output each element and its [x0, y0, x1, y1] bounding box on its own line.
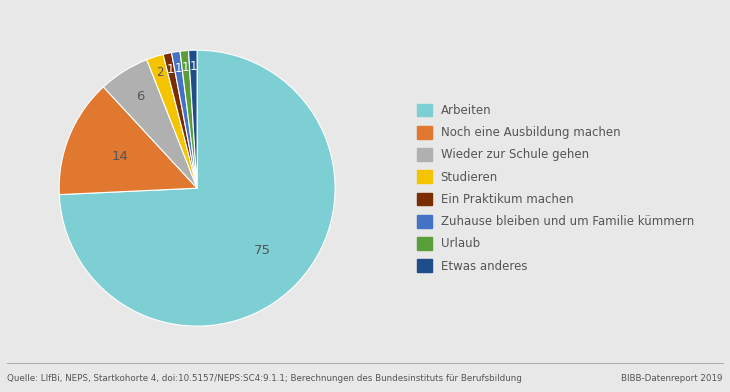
Text: 1: 1	[182, 61, 190, 74]
Wedge shape	[104, 60, 197, 188]
Text: 6: 6	[136, 91, 144, 103]
Text: 75: 75	[253, 243, 271, 257]
Text: Quelle: LIfBi, NEPS, Startkohorte 4, doi:10.5157/NEPS:SC4:9.1.1; Berechnungen de: Quelle: LIfBi, NEPS, Startkohorte 4, doi…	[7, 374, 522, 383]
Wedge shape	[180, 51, 197, 188]
Text: 1: 1	[174, 62, 182, 75]
Text: 14: 14	[112, 150, 129, 163]
Text: 1: 1	[190, 60, 197, 73]
Wedge shape	[59, 50, 335, 326]
Wedge shape	[172, 51, 197, 188]
Legend: Arbeiten, Noch eine Ausbildung machen, Wieder zur Schule gehen, Studieren, Ein P: Arbeiten, Noch eine Ausbildung machen, W…	[417, 103, 694, 273]
Wedge shape	[188, 50, 197, 188]
Text: BIBB-Datenreport 2019: BIBB-Datenreport 2019	[621, 374, 723, 383]
Text: 1: 1	[167, 63, 174, 76]
Wedge shape	[59, 87, 197, 194]
Wedge shape	[147, 54, 197, 188]
Wedge shape	[163, 53, 197, 188]
Text: 2: 2	[156, 66, 164, 79]
